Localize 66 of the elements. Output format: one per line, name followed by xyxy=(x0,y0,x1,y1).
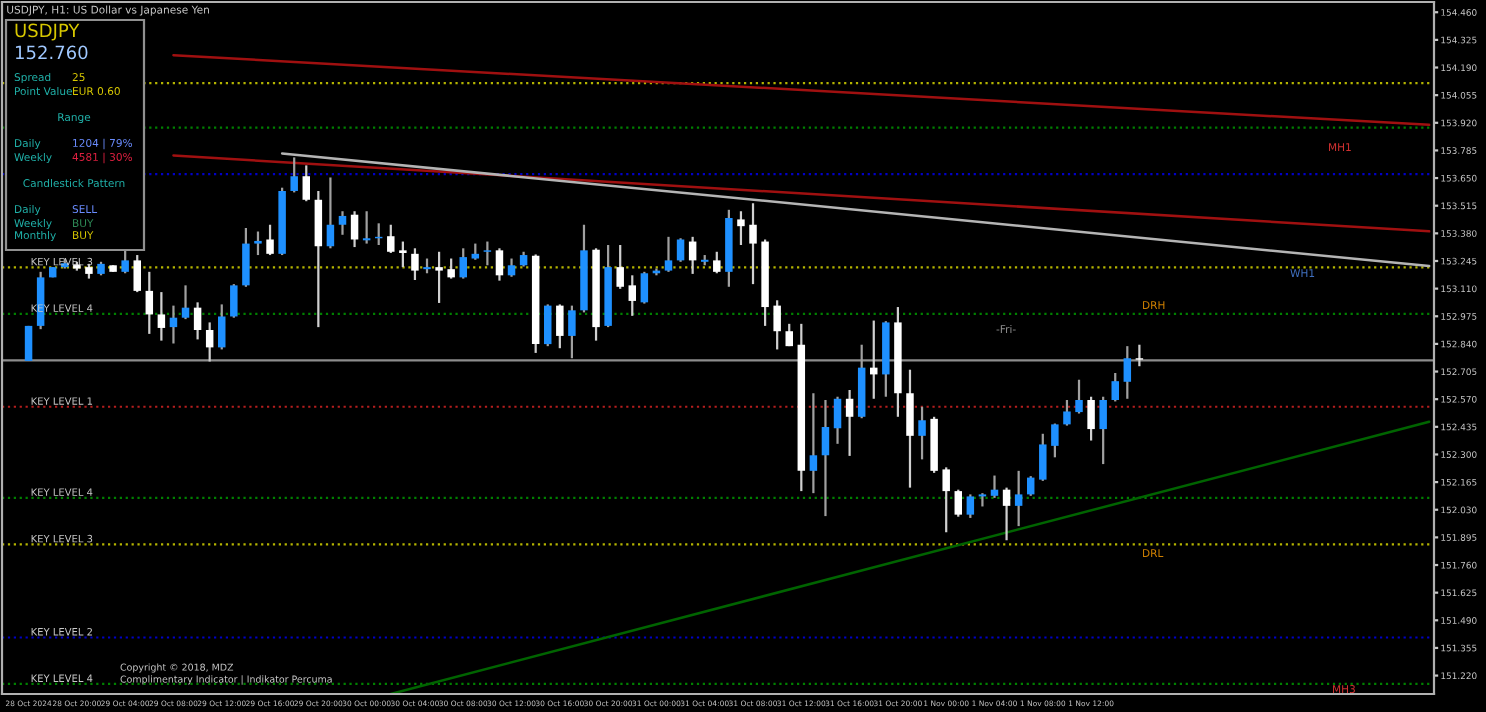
candlestick xyxy=(845,388,854,457)
candlestick xyxy=(218,303,226,351)
candlestick xyxy=(121,247,129,275)
candlestick xyxy=(411,247,419,282)
candlestick xyxy=(230,283,238,319)
candlestick xyxy=(290,156,298,194)
candlestick xyxy=(350,210,359,249)
candlestick xyxy=(483,240,492,267)
candlestick xyxy=(435,250,443,305)
candlestick xyxy=(664,235,673,273)
candlestick xyxy=(399,240,407,269)
candlestick xyxy=(145,270,154,335)
candlestick xyxy=(616,243,624,290)
annotation: USDJPY xyxy=(15,23,80,41)
candlestick xyxy=(870,319,878,400)
candlestick xyxy=(978,492,987,508)
candlestick xyxy=(628,274,637,317)
candlestick xyxy=(676,237,685,263)
candlestick xyxy=(1075,378,1083,415)
candlestick xyxy=(1039,432,1047,482)
candlestick xyxy=(737,210,745,247)
candlestick xyxy=(966,493,975,520)
candlestick xyxy=(640,270,649,305)
candlestick xyxy=(918,405,926,461)
candlestick xyxy=(1111,371,1119,403)
candlestick xyxy=(1051,422,1059,459)
candlestick xyxy=(362,210,371,245)
candlestick xyxy=(1087,395,1095,442)
candlestick xyxy=(254,230,262,257)
candlestick xyxy=(568,304,576,360)
candlestick xyxy=(809,392,818,495)
candlestick xyxy=(713,250,721,275)
candlestick xyxy=(266,223,274,257)
candlestick xyxy=(495,247,504,282)
candlestick xyxy=(821,398,830,518)
candlestick xyxy=(24,324,33,363)
candlestick xyxy=(387,223,395,255)
candlestick xyxy=(749,202,757,286)
candlestick xyxy=(954,488,963,518)
candlestick xyxy=(326,176,335,250)
candlestick xyxy=(193,301,202,341)
candlestick xyxy=(1014,469,1023,528)
candlestick xyxy=(447,257,455,280)
candlestick xyxy=(1135,343,1144,368)
candlestick xyxy=(338,210,347,236)
candlestick xyxy=(1063,398,1071,427)
candlestick xyxy=(990,474,999,499)
candlestick xyxy=(942,466,950,534)
candlestick xyxy=(507,257,516,278)
candlestick xyxy=(906,368,914,489)
candlestick xyxy=(1123,345,1132,400)
candlestick xyxy=(242,226,250,288)
candlestick xyxy=(133,253,141,294)
candlestick xyxy=(302,164,311,203)
candlestick xyxy=(1099,395,1107,466)
candlestick xyxy=(459,247,467,280)
candlestick xyxy=(773,299,781,351)
candlestick xyxy=(314,189,323,329)
candlestick xyxy=(556,303,564,350)
candlestick xyxy=(181,284,190,321)
candlestick xyxy=(1002,486,1011,542)
annotation: 152.760 xyxy=(15,45,88,60)
candlestick xyxy=(833,395,842,445)
candlestick xyxy=(205,321,214,363)
candlestick xyxy=(157,291,166,342)
candlestick xyxy=(544,303,552,348)
